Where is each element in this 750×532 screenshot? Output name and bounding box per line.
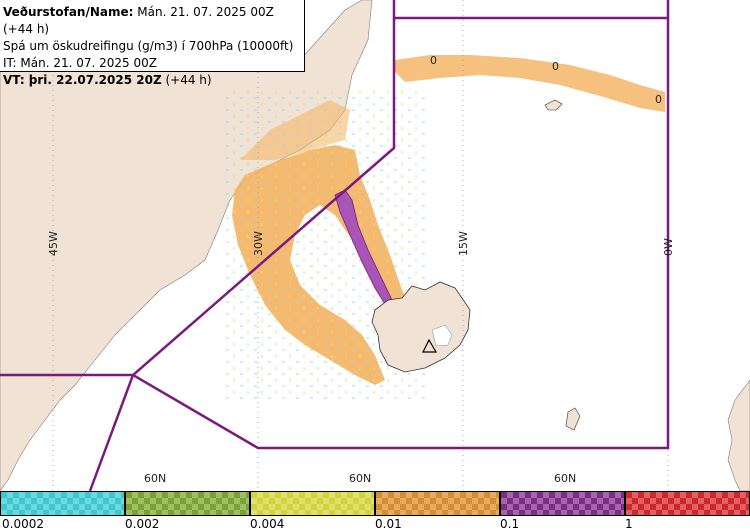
legend-tick-5: 0.1 xyxy=(500,517,520,531)
volcano-icon xyxy=(422,338,438,353)
contour-label: 0 xyxy=(552,60,559,73)
legend-tick-2: 0.002 xyxy=(125,517,160,531)
issuer-line: Veðurstofan/Name: Mán. 21. 07. 2025 00Z … xyxy=(3,4,304,38)
shetland-islands xyxy=(565,407,581,431)
lat-label-60n-2: 60N xyxy=(349,472,371,485)
legend-tick-6: 1 xyxy=(625,517,633,531)
forecast-info-box: Veðurstofan/Name: Mán. 21. 07. 2025 00Z … xyxy=(0,0,305,87)
iceland-land xyxy=(371,281,471,373)
faroe-islands xyxy=(544,99,563,111)
valid-time-label: VT: þri. 22.07.2025 20Z xyxy=(3,73,162,87)
legend-color-bars xyxy=(0,491,750,517)
legend-bin-4 xyxy=(375,491,500,516)
product-title: Spá um öskudreifingu (g/m3) í 700hPa (10… xyxy=(3,39,294,53)
valid-time-offset: (+44 h) xyxy=(165,73,212,87)
contour-label: 0 xyxy=(430,54,437,67)
lon-label-15w: 15W xyxy=(457,231,470,256)
legend-tick-4: 0.01 xyxy=(375,517,402,531)
legend-tick-1: 0.0002 xyxy=(2,517,44,531)
lat-label-60n-3: 60N xyxy=(554,472,576,485)
lon-label-30w: 30W xyxy=(252,231,265,256)
lat-label-60n-1: 60N xyxy=(144,472,166,485)
ash-plume-north xyxy=(395,55,665,112)
issuer-value: Mán. 21. 07. 2025 00Z (+44 h) xyxy=(3,5,274,36)
initial-time: IT: Mán. 21. 07. 2025 00Z xyxy=(3,56,157,70)
lon-label-45w: 45W xyxy=(47,231,60,256)
legend-bin-2 xyxy=(125,491,250,516)
lon-label-0w: 0W xyxy=(662,238,675,256)
valid-time-line: VT: þri. 22.07.2025 20Z (+44 h) xyxy=(3,72,304,89)
fir-boundary xyxy=(392,0,670,20)
legend-tick-3: 0.004 xyxy=(250,517,285,531)
legend-bin-5 xyxy=(500,491,625,516)
glacier xyxy=(431,324,453,347)
concentration-legend: 0.0002 0.002 0.004 0.01 0.1 1 xyxy=(0,491,750,532)
fir-boundary-main xyxy=(130,18,670,450)
legend-bin-1 xyxy=(0,491,125,516)
fir-boundary-west xyxy=(0,373,135,492)
contour-label: 0 xyxy=(655,93,662,106)
issuer-label: Veðurstofan/Name: xyxy=(3,5,134,19)
legend-bin-6 xyxy=(625,491,750,516)
legend-bin-3 xyxy=(250,491,375,516)
